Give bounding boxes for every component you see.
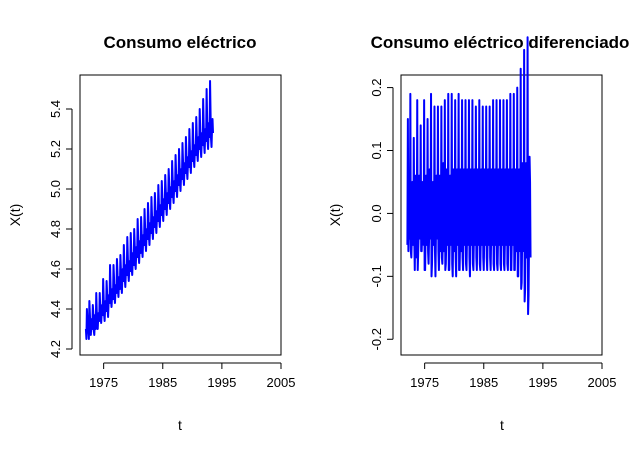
x-tick-label: 2005 — [267, 375, 296, 390]
y-tick-label: -0.1 — [369, 265, 384, 287]
y-tick-label: 5.2 — [48, 140, 63, 158]
series-container — [84, 80, 215, 340]
y-axis-label: X(t) — [7, 204, 23, 227]
plot-frame — [79, 74, 282, 356]
y-ticks: 4.2 4.4 4.6 4.8 5.0 5.2 5.4 — [48, 100, 73, 358]
x-tick-label: 1985 — [469, 375, 498, 390]
x-axis-label: t — [500, 417, 504, 433]
chart-right: Consumo eléctrico diferenciado 1975 1985 1… — [327, 33, 629, 433]
y-tick-label: 0.0 — [369, 204, 384, 222]
y-axis-label: X(t) — [327, 204, 343, 227]
x-ticks: 1975 1985 1995 2005 — [89, 362, 296, 390]
y-tick-label: 4.2 — [48, 340, 63, 358]
chart-left: Consumo eléctrico 1975 1985 1995 2005 4.24.… — [7, 33, 295, 433]
y-ticks: -0.2 -0.1 0.0 0.1 0.2 — [369, 79, 394, 350]
y-tick-label: 4.6 — [48, 260, 63, 278]
y-tick-label: -0.2 — [369, 328, 384, 350]
series-line — [406, 36, 532, 316]
y-tick-label: 0.1 — [369, 141, 384, 159]
x-tick-label: 1985 — [148, 375, 177, 390]
y-tick-label: 4.8 — [48, 220, 63, 238]
x-tick-label: 1975 — [410, 375, 439, 390]
x-tick-label: 1995 — [207, 375, 236, 390]
y-tick-label: 5.0 — [48, 180, 63, 198]
chart-title: Consumo eléctrico diferenciado — [371, 33, 630, 52]
x-tick-label: 2005 — [588, 375, 617, 390]
plot-frame — [400, 74, 603, 356]
x-axis-label: t — [178, 417, 182, 433]
series-container — [406, 36, 532, 316]
x-ticks: 1975 1985 1995 2005 — [410, 362, 617, 390]
series-line — [84, 80, 215, 340]
y-tick-label: 5.4 — [48, 100, 63, 118]
y-tick-label: 4.4 — [48, 300, 63, 318]
chart-title: Consumo eléctrico — [103, 33, 256, 52]
x-tick-label: 1975 — [89, 375, 118, 390]
y-tick-label: 0.2 — [369, 79, 384, 97]
x-tick-label: 1995 — [528, 375, 557, 390]
